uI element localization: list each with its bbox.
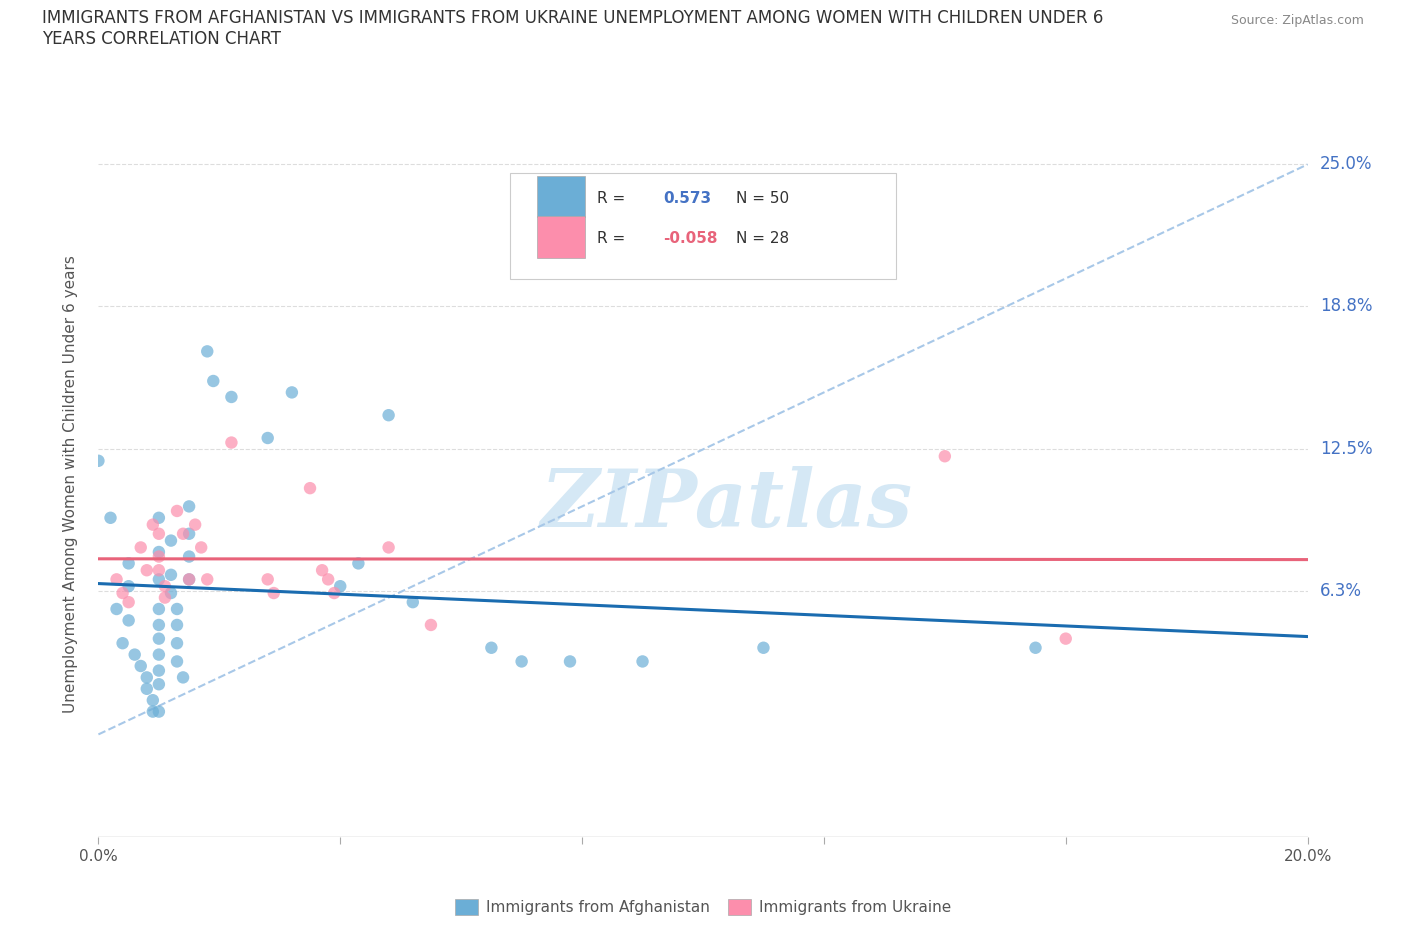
Point <box>402 594 425 609</box>
Point <box>148 526 170 541</box>
Point <box>160 533 183 548</box>
Point <box>142 517 165 532</box>
Point <box>148 602 170 617</box>
Text: 18.8%: 18.8% <box>1320 297 1372 314</box>
Point <box>148 631 170 646</box>
Point <box>195 344 218 359</box>
Point <box>142 704 165 719</box>
Point <box>166 618 188 632</box>
Point <box>347 556 370 571</box>
Point <box>172 526 194 541</box>
Point <box>135 670 157 684</box>
Point <box>148 677 170 692</box>
Text: N = 28: N = 28 <box>735 232 789 246</box>
Text: 12.5%: 12.5% <box>1320 441 1372 458</box>
Point <box>311 563 333 578</box>
Point <box>148 549 170 564</box>
Point <box>419 618 441 632</box>
Point <box>934 449 956 464</box>
Point <box>111 636 134 651</box>
Point <box>118 594 141 609</box>
Point <box>118 613 141 628</box>
Point <box>558 654 581 669</box>
Point <box>105 572 128 587</box>
Point <box>148 572 170 587</box>
Text: ZIPatlas: ZIPatlas <box>541 466 914 543</box>
Point <box>177 572 201 587</box>
Point <box>118 556 141 571</box>
Point <box>129 540 152 555</box>
Point <box>124 647 146 662</box>
Text: Source: ZipAtlas.com: Source: ZipAtlas.com <box>1230 14 1364 27</box>
Point <box>1024 641 1046 656</box>
Point <box>148 511 170 525</box>
Point <box>166 636 188 651</box>
Point <box>129 658 152 673</box>
Point <box>135 563 157 578</box>
Text: IMMIGRANTS FROM AFGHANISTAN VS IMMIGRANTS FROM UKRAINE UNEMPLOYMENT AMONG WOMEN : IMMIGRANTS FROM AFGHANISTAN VS IMMIGRANT… <box>42 9 1104 48</box>
Point <box>142 693 165 708</box>
Point <box>177 499 201 514</box>
Text: R =: R = <box>596 232 624 246</box>
Point <box>190 540 212 555</box>
Point <box>87 453 110 468</box>
Point <box>148 545 170 560</box>
Point <box>510 654 533 669</box>
Point <box>1054 631 1077 646</box>
Point <box>111 586 134 601</box>
Point <box>100 511 122 525</box>
Text: 0.573: 0.573 <box>664 191 711 206</box>
Point <box>160 567 183 582</box>
Point <box>177 572 201 587</box>
Point <box>221 390 243 405</box>
Point <box>166 654 188 669</box>
FancyBboxPatch shape <box>537 176 585 218</box>
Y-axis label: Unemployment Among Women with Children Under 6 years: Unemployment Among Women with Children U… <box>63 255 77 712</box>
FancyBboxPatch shape <box>509 173 897 279</box>
Text: 25.0%: 25.0% <box>1320 155 1372 173</box>
Text: N = 50: N = 50 <box>735 191 789 206</box>
Point <box>177 549 201 564</box>
Point <box>118 578 141 593</box>
Text: R =: R = <box>596 191 624 206</box>
Point <box>148 704 170 719</box>
FancyBboxPatch shape <box>537 216 585 258</box>
Point <box>135 682 157 697</box>
Point <box>184 517 207 532</box>
Point <box>202 374 225 389</box>
Point <box>752 641 775 656</box>
Point <box>221 435 243 450</box>
Point <box>160 586 183 601</box>
Point <box>256 431 278 445</box>
Point <box>631 654 654 669</box>
Point <box>377 540 399 555</box>
Point <box>281 385 304 400</box>
Point <box>256 572 278 587</box>
Text: 6.3%: 6.3% <box>1320 582 1361 600</box>
Point <box>105 602 128 617</box>
Point <box>177 526 201 541</box>
Point <box>323 586 346 601</box>
Point <box>166 602 188 617</box>
Legend: Immigrants from Afghanistan, Immigrants from Ukraine: Immigrants from Afghanistan, Immigrants … <box>449 893 957 922</box>
Point <box>329 578 352 593</box>
Point <box>481 641 503 656</box>
Point <box>299 481 322 496</box>
Text: -0.058: -0.058 <box>664 232 717 246</box>
Point <box>148 647 170 662</box>
Point <box>148 563 170 578</box>
Point <box>153 578 176 593</box>
Point <box>153 591 176 605</box>
Point <box>166 503 188 518</box>
Point <box>172 670 194 684</box>
Point <box>263 586 285 601</box>
Point <box>195 572 218 587</box>
Point <box>377 407 399 422</box>
Point <box>148 663 170 678</box>
Point <box>148 618 170 632</box>
Point <box>316 572 339 587</box>
